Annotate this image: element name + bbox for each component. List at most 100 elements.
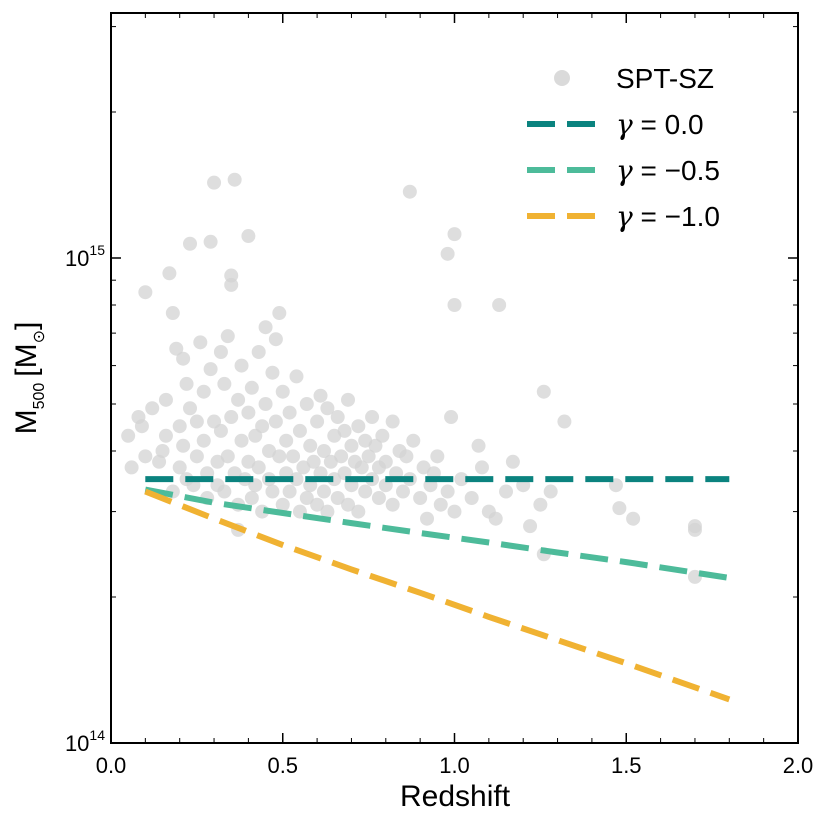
- scatter-point: [183, 236, 198, 251]
- legend-label: γ = −0.5: [616, 154, 720, 187]
- scatter-point: [189, 449, 204, 464]
- scatter-point: [203, 362, 218, 377]
- scatter-point: [272, 449, 287, 464]
- scatter-point: [557, 414, 572, 429]
- axis-ticks: 0.0 0.5 1.0 1.5 2.0 1014 1015: [65, 13, 813, 778]
- scatter-point: [152, 454, 167, 469]
- scatter-point: [687, 569, 702, 584]
- scatter-point: [134, 419, 149, 434]
- scatter-point: [196, 384, 211, 399]
- scatter-point: [505, 454, 520, 469]
- scatter-point: [268, 414, 283, 429]
- scatter-point: [172, 460, 187, 475]
- scatter-point: [265, 365, 280, 380]
- scatter-point: [444, 410, 459, 425]
- scatter-point: [220, 449, 235, 464]
- scatter-point: [330, 410, 345, 425]
- scatter-point: [358, 484, 373, 499]
- y-tick-label: 1015: [65, 242, 105, 271]
- y-axis-title-subscript: 500: [31, 383, 48, 410]
- scatter-point: [217, 376, 232, 391]
- scatter-point: [375, 428, 390, 443]
- scatter-point: [543, 484, 558, 499]
- scatter-point: [303, 438, 318, 453]
- scatter-point: [316, 484, 331, 499]
- scatter-point: [365, 410, 380, 425]
- scatter-point: [162, 266, 177, 281]
- scatter-point: [330, 491, 345, 506]
- scatter-point: [213, 423, 228, 438]
- scatter-point: [313, 388, 328, 403]
- scatter-point: [138, 285, 153, 300]
- legend-item-gamma-0: γ = 0.0: [527, 108, 704, 141]
- y-axis-title: M500 [M⊙]: [10, 322, 48, 435]
- scatter-point: [406, 433, 421, 448]
- scatter-point: [474, 460, 489, 475]
- scatter-point: [371, 491, 386, 506]
- scatter-point: [447, 227, 462, 242]
- scatter-point: [385, 414, 400, 429]
- scatter-point: [612, 501, 627, 516]
- legend-item-gamma-m10: γ = −1.0: [527, 200, 720, 233]
- scatter-point: [282, 484, 297, 499]
- scatter-point: [275, 384, 290, 399]
- legend-label: SPT-SZ: [616, 63, 714, 94]
- scatter-point: [385, 497, 400, 512]
- scatter-point: [337, 423, 352, 438]
- legend-label: γ = −1.0: [616, 200, 720, 233]
- scatter-point: [523, 519, 538, 534]
- scatter-point: [536, 384, 551, 399]
- scatter-point: [176, 438, 191, 453]
- scatter-point: [289, 369, 304, 384]
- scatter-point: [351, 504, 366, 519]
- scatter-point: [626, 511, 641, 526]
- legend: SPT-SZ γ = 0.0 γ = −0.5 γ = −1.0: [527, 63, 720, 233]
- scatter-point: [231, 392, 246, 407]
- scatter-point: [158, 392, 173, 407]
- scatter-point: [320, 401, 335, 416]
- scatter-point: [361, 449, 376, 464]
- scatter-point: [189, 414, 204, 429]
- scatter-point: [687, 522, 702, 537]
- scatter-point: [416, 460, 431, 475]
- x-tick-label: 1.5: [611, 753, 642, 778]
- scatter-point: [220, 329, 235, 344]
- scatter-point: [430, 449, 445, 464]
- scatter-point: [447, 298, 462, 312]
- scatter-point: [368, 438, 383, 453]
- scatter-point: [155, 444, 170, 458]
- scatter-point: [433, 497, 448, 512]
- line-gamma-m10: [144, 488, 731, 703]
- scatter-point: [399, 449, 414, 464]
- y-tick-label: 1014: [65, 727, 105, 756]
- scatter-point: [258, 396, 273, 411]
- scatter-point: [454, 472, 469, 487]
- scatter-point: [402, 184, 417, 199]
- x-tick-label: 0.0: [96, 753, 127, 778]
- scatter-point: [310, 497, 325, 512]
- scatter-point: [183, 401, 198, 416]
- legend-item-spt-sz: SPT-SZ: [554, 63, 714, 94]
- legend-item-gamma-m05: γ = −0.5: [527, 154, 720, 187]
- scatter-point: [241, 229, 256, 244]
- scatter-point: [244, 380, 259, 395]
- scatter-point: [275, 497, 290, 512]
- scatter-point: [176, 351, 191, 366]
- model-lines: [144, 476, 731, 703]
- scatter-point: [272, 306, 287, 321]
- scatter-point: [341, 392, 356, 407]
- line-gamma-m05: [144, 486, 730, 581]
- scatter-point: [341, 497, 356, 512]
- x-tick-label: 0.5: [267, 753, 298, 778]
- scatter-point: [213, 345, 228, 360]
- x-tick-label: 1.0: [439, 753, 470, 778]
- scatter-point: [210, 454, 225, 469]
- scatter-point: [234, 358, 249, 373]
- scatter-point: [172, 419, 187, 434]
- scatter-point: [279, 433, 294, 448]
- scatter-point: [262, 444, 277, 458]
- scatter-point: [299, 396, 314, 411]
- scatter-point: [492, 298, 507, 312]
- scatter-point: [179, 376, 194, 391]
